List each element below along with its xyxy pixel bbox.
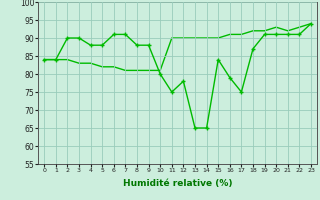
X-axis label: Humidité relative (%): Humidité relative (%) (123, 179, 232, 188)
